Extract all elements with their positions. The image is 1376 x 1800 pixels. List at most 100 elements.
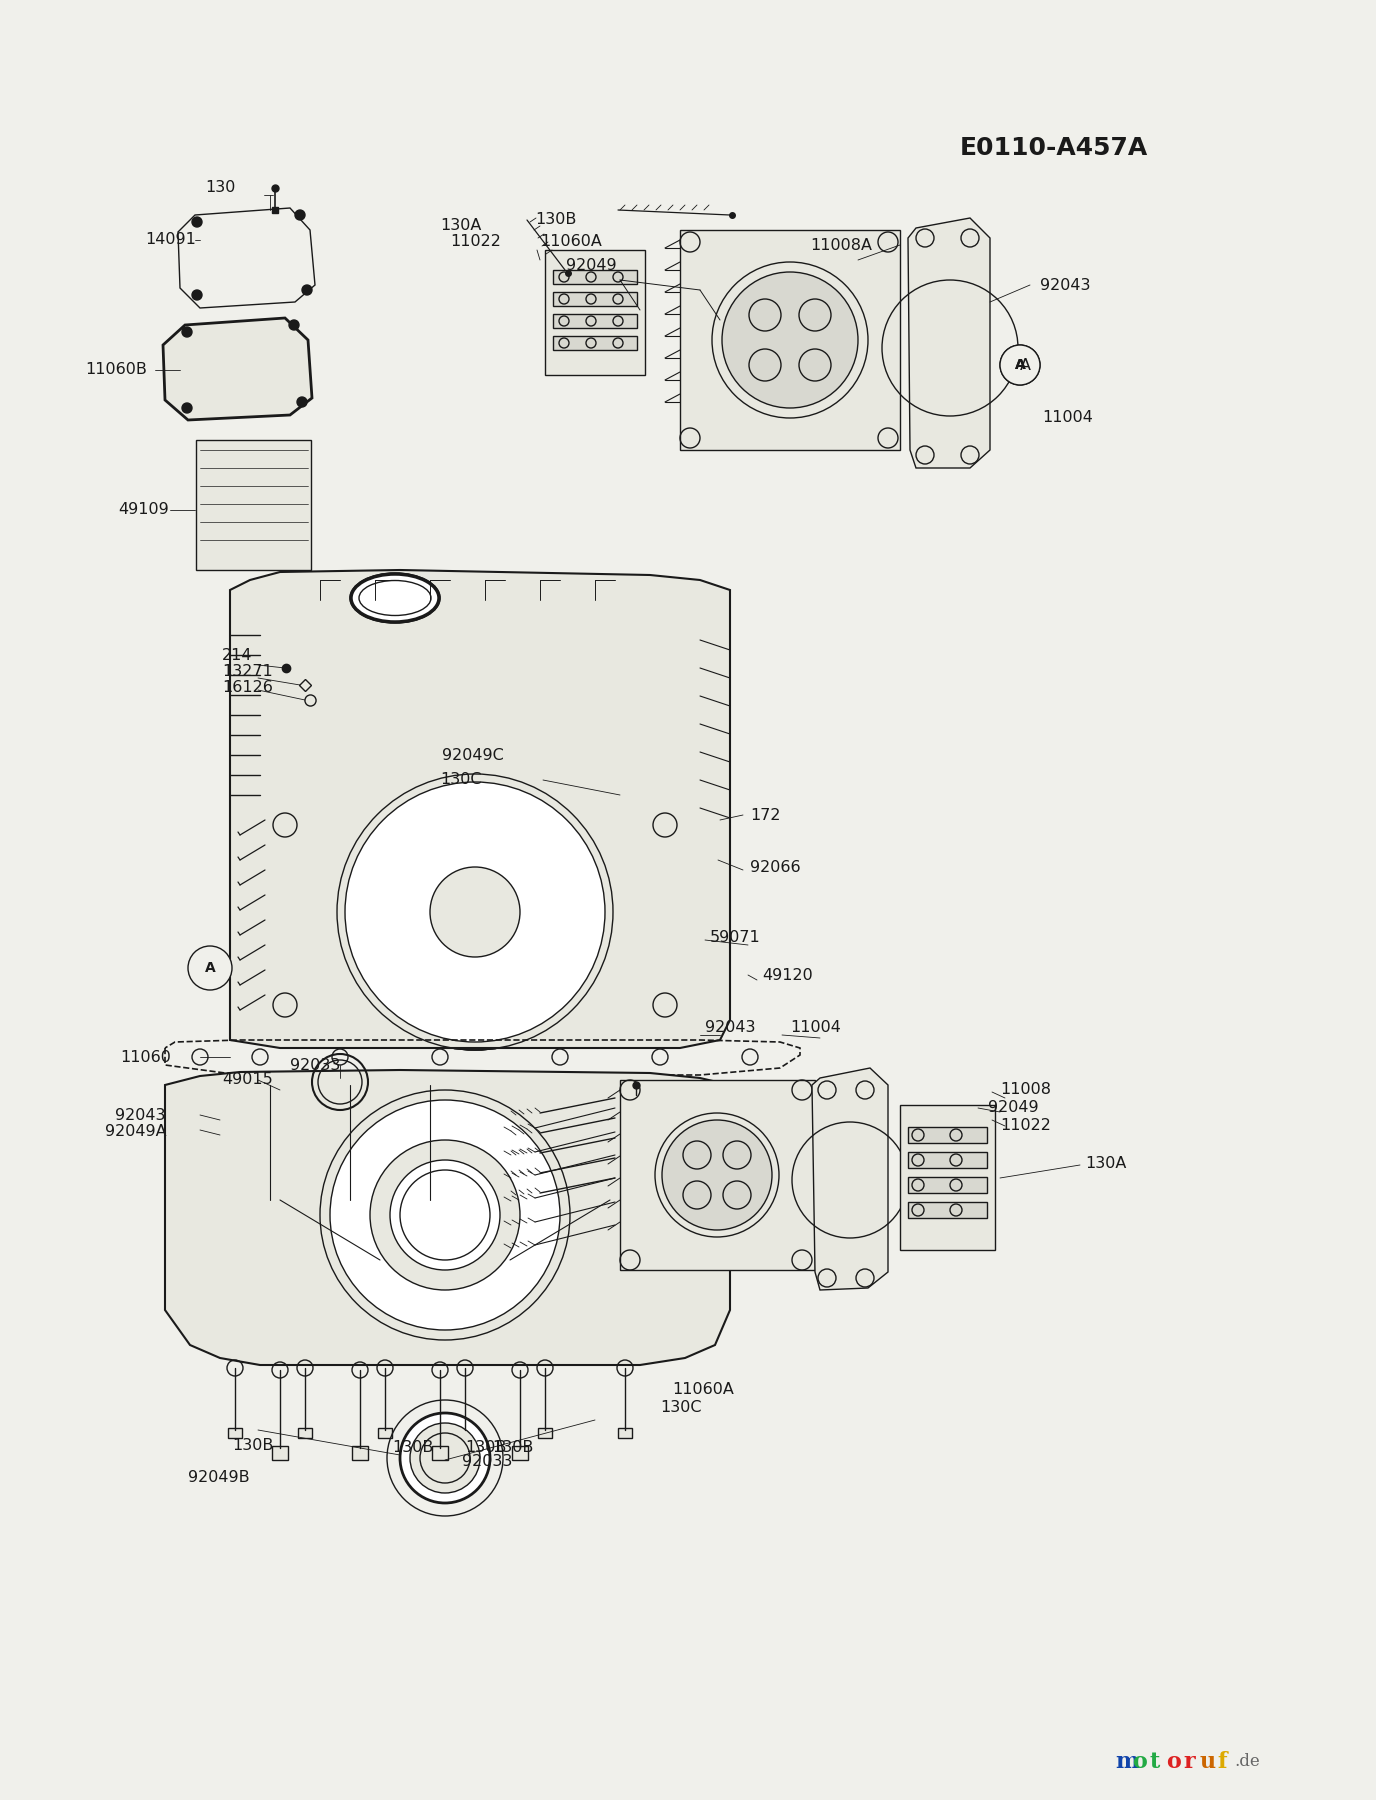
Text: 92049A: 92049A <box>105 1125 166 1139</box>
Circle shape <box>435 871 515 952</box>
Text: 172: 172 <box>750 808 780 823</box>
Text: u: u <box>1200 1751 1216 1773</box>
Circle shape <box>297 398 307 407</box>
Bar <box>900 1105 995 1249</box>
Bar <box>272 1445 288 1460</box>
Bar <box>352 1445 367 1460</box>
Bar <box>538 1427 552 1438</box>
Circle shape <box>662 1120 772 1229</box>
Circle shape <box>182 403 193 412</box>
Text: 11060B: 11060B <box>85 362 147 378</box>
Text: 11022: 11022 <box>1000 1118 1051 1132</box>
Circle shape <box>410 1424 480 1492</box>
Text: A: A <box>205 961 216 976</box>
Bar <box>621 1080 815 1271</box>
Text: r: r <box>1183 1751 1194 1773</box>
Text: 130C: 130C <box>440 772 482 788</box>
Bar <box>908 1127 987 1143</box>
Circle shape <box>182 328 193 337</box>
Bar <box>908 1202 987 1219</box>
Polygon shape <box>178 209 315 308</box>
Bar <box>553 337 637 349</box>
Text: 11008: 11008 <box>1000 1082 1051 1098</box>
Bar <box>908 1152 987 1168</box>
Circle shape <box>722 272 859 409</box>
Polygon shape <box>908 218 989 468</box>
Circle shape <box>193 218 202 227</box>
Polygon shape <box>230 599 266 1024</box>
Text: 49109: 49109 <box>118 502 169 518</box>
Text: m: m <box>1115 1751 1138 1773</box>
Bar <box>228 1427 242 1438</box>
Circle shape <box>345 781 605 1042</box>
Text: 130B: 130B <box>465 1440 506 1456</box>
Polygon shape <box>162 319 312 419</box>
Text: 59071: 59071 <box>710 931 761 945</box>
Polygon shape <box>294 625 670 815</box>
Text: 92049: 92049 <box>988 1100 1039 1116</box>
Circle shape <box>389 1159 499 1271</box>
Text: 11004: 11004 <box>790 1021 841 1035</box>
Text: E0110-A457A: E0110-A457A <box>960 137 1148 160</box>
Text: 11060: 11060 <box>120 1049 171 1064</box>
Text: 11060A: 11060A <box>539 234 601 250</box>
Text: 130B: 130B <box>233 1438 274 1453</box>
Circle shape <box>1000 346 1040 385</box>
Text: o: o <box>1165 1751 1181 1773</box>
Text: 11008A: 11008A <box>810 238 872 252</box>
Text: f: f <box>1216 1751 1226 1773</box>
Text: 130: 130 <box>205 180 235 196</box>
Bar <box>299 1427 312 1438</box>
Bar <box>618 1427 632 1438</box>
Text: 11004: 11004 <box>1042 410 1093 425</box>
Text: A: A <box>1014 358 1025 373</box>
Text: t: t <box>1149 1751 1159 1773</box>
Text: 130C: 130C <box>660 1400 702 1415</box>
Text: 92049: 92049 <box>566 257 616 272</box>
Bar <box>553 270 637 284</box>
Circle shape <box>289 320 299 329</box>
Circle shape <box>193 290 202 301</box>
Circle shape <box>429 868 520 958</box>
Circle shape <box>330 1100 560 1330</box>
Text: 92043: 92043 <box>116 1107 165 1123</box>
Text: 92033: 92033 <box>462 1454 512 1469</box>
Text: 49015: 49015 <box>222 1073 272 1087</box>
Circle shape <box>1000 346 1040 385</box>
Text: 49120: 49120 <box>762 968 813 983</box>
Text: 92049C: 92049C <box>442 747 504 763</box>
Bar <box>553 313 637 328</box>
Text: 214: 214 <box>222 648 253 662</box>
Text: 130B: 130B <box>493 1440 534 1456</box>
Bar <box>545 250 645 374</box>
Bar <box>553 292 637 306</box>
Circle shape <box>189 947 233 990</box>
Ellipse shape <box>355 578 435 617</box>
Text: 14091: 14091 <box>144 232 195 247</box>
Text: .de: .de <box>1234 1753 1260 1771</box>
Circle shape <box>400 1413 490 1503</box>
Bar <box>512 1445 528 1460</box>
Text: 92043: 92043 <box>1040 277 1091 292</box>
Text: 11022: 11022 <box>450 234 501 250</box>
Text: 16126: 16126 <box>222 680 272 695</box>
Bar <box>432 1445 449 1460</box>
Text: A: A <box>1014 358 1025 373</box>
Text: 11060A: 11060A <box>671 1382 733 1397</box>
Text: 130A: 130A <box>440 218 482 232</box>
Text: 130B: 130B <box>392 1440 433 1456</box>
Ellipse shape <box>350 572 440 623</box>
Text: 92049B: 92049B <box>189 1471 249 1485</box>
Ellipse shape <box>351 574 439 623</box>
Bar <box>680 230 900 450</box>
Bar <box>458 1427 472 1438</box>
Circle shape <box>301 284 312 295</box>
Text: 92033: 92033 <box>290 1058 340 1073</box>
Circle shape <box>345 781 605 1042</box>
Polygon shape <box>230 571 731 1048</box>
Circle shape <box>370 1139 520 1291</box>
Polygon shape <box>165 1069 731 1364</box>
Bar <box>378 1427 392 1438</box>
Polygon shape <box>812 1067 888 1291</box>
Text: 92043: 92043 <box>705 1021 755 1035</box>
